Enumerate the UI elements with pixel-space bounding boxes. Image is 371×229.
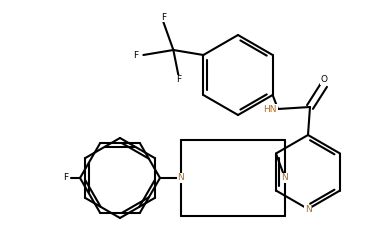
Text: N: N xyxy=(305,205,311,215)
Text: F: F xyxy=(161,13,166,22)
Text: F: F xyxy=(63,174,69,183)
Text: HN: HN xyxy=(263,104,277,114)
Text: F: F xyxy=(133,51,138,60)
Text: N: N xyxy=(178,174,184,183)
Text: F: F xyxy=(176,76,181,85)
Text: O: O xyxy=(321,76,328,85)
Text: N: N xyxy=(282,174,288,183)
